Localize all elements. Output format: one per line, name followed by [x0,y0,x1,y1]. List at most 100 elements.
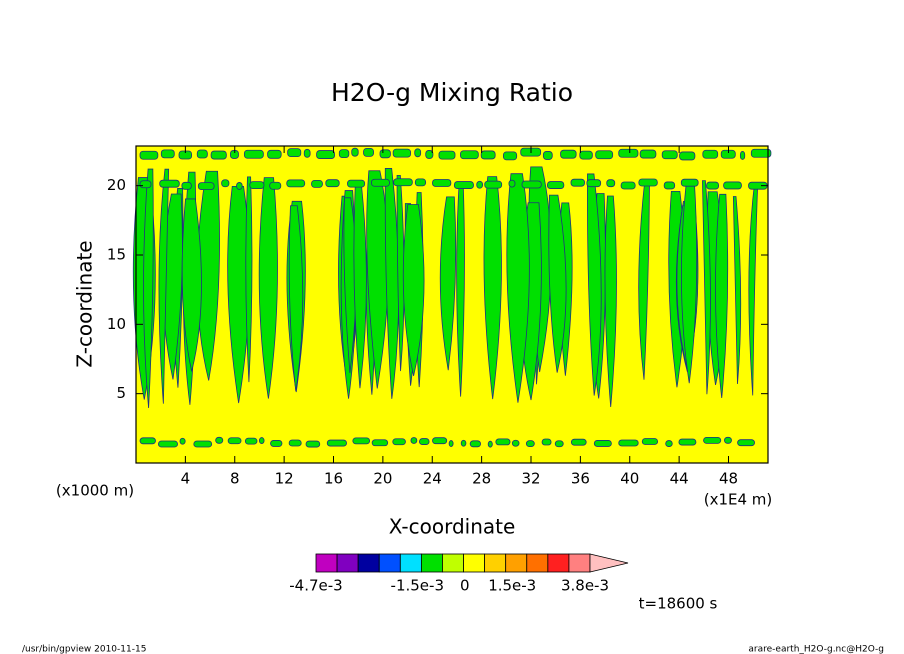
field-band [480,150,496,160]
y-tick-label: 5 [116,384,126,402]
chart-title: H2O-g Mixing Ratio [331,78,573,107]
field-band [593,440,612,447]
field-band [620,181,636,190]
x-tick-label: 24 [423,470,442,488]
field-band [371,439,389,447]
field-band [139,150,159,160]
field-band [703,436,722,444]
field-plume [702,180,711,395]
field-band [392,148,411,158]
y-axis-label: Z-coordinate [73,240,97,367]
field-band [425,150,434,159]
field-band [139,437,156,445]
field-band [287,148,302,158]
field-band [379,149,391,159]
field-band [541,438,552,446]
colorbar-swatch [568,553,591,573]
field-plume [439,196,457,371]
field-band [432,179,452,187]
x-tick-label: 20 [373,470,392,488]
field-band [363,147,374,157]
field-plume [258,177,278,399]
field-band [638,178,658,187]
field-plume [483,176,502,400]
x-tick-label: 28 [472,470,491,488]
x-tick-label: 4 [181,470,191,488]
field-band [495,438,511,446]
colorbar-label: -1.5e-3 [391,577,444,595]
plot-frame [135,145,769,464]
field-band [448,440,454,447]
field-band [560,149,577,159]
field-band [249,181,265,190]
colorbar-swatch [505,553,528,573]
field-band [460,439,467,447]
field-band [316,150,335,159]
colorbar-swatch [336,553,359,573]
colorbar-swatch [589,553,629,573]
field-plume [681,179,698,384]
y-tick-label: 20 [107,176,126,194]
field-band [414,178,427,187]
x-axis-label: X-coordinate [389,515,516,539]
x-tick-label: 16 [324,470,343,488]
field-band [679,151,696,161]
field-plume [181,198,202,372]
colorbar-swatch [420,553,443,573]
field-band [393,178,413,187]
x-tick-label: 8 [230,470,240,488]
field-band [542,151,553,160]
field-band [663,181,676,190]
x-tick-label: 12 [275,470,294,488]
field-band [525,440,535,448]
field-plume [353,185,367,389]
field-plume [748,182,759,396]
field-plume [506,173,530,403]
field-band [159,179,180,188]
field-band [750,148,772,158]
field-plume [288,205,304,392]
field-band [392,438,406,446]
field-band [288,439,302,447]
x-tick-label: 40 [620,470,639,488]
field-band [453,181,474,189]
field-band [210,150,227,160]
x-tick-label: 32 [521,470,540,488]
field-band [258,437,265,444]
colorbar-swatch [526,553,549,573]
field-band [680,178,699,187]
field-plume [732,196,742,384]
field-band [286,179,306,188]
colorbar-label: 1.5e-3 [488,577,536,595]
field-band [606,179,616,188]
x-tick-label: 44 [670,470,689,488]
field-plume [245,176,253,383]
field-band [303,148,311,158]
field-band [236,182,243,190]
field-plume [158,168,170,404]
field-band [196,149,208,159]
y-tick-label: 10 [107,315,126,333]
field-band [570,438,587,446]
field-plume [587,173,602,396]
field-band [139,180,152,189]
colorbar-label: 0 [460,577,470,595]
field-band [197,182,215,190]
colorbar-swatch [547,553,570,573]
x-unit: (x1E4 m) [704,491,773,509]
field-plume [456,181,465,397]
field-band [570,178,585,187]
field-band [243,149,264,159]
field-band [641,438,659,445]
field-band [244,437,258,445]
field-band [484,180,503,189]
colorbar-swatch [357,553,380,573]
colorbar-swatch [463,553,486,573]
field-band [157,440,178,448]
field-band [579,150,593,160]
field-band [326,439,347,447]
field-plume [402,204,425,377]
field-band [419,438,430,445]
footer-right: arare-earth_H2O-g.nc@H2O-g [748,645,884,654]
